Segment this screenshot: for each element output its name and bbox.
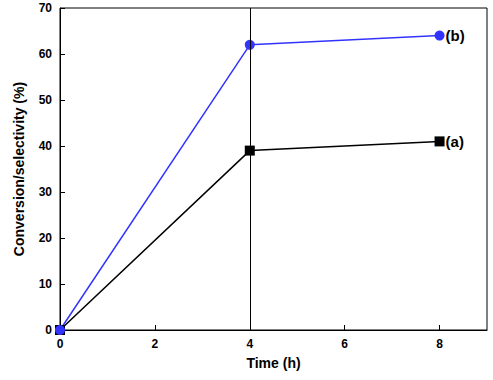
svg-text:Time (h): Time (h) (246, 355, 300, 371)
svg-text:(a): (a) (446, 133, 464, 150)
svg-text:(b): (b) (446, 27, 465, 44)
svg-text:2: 2 (152, 337, 159, 351)
svg-text:10: 10 (39, 277, 53, 291)
svg-text:0: 0 (57, 337, 64, 351)
svg-text:8: 8 (436, 337, 443, 351)
svg-text:40: 40 (39, 139, 53, 153)
svg-text:0: 0 (45, 323, 52, 337)
svg-text:70: 70 (39, 1, 53, 15)
svg-text:50: 50 (39, 93, 53, 107)
svg-text:30: 30 (39, 185, 53, 199)
svg-text:20: 20 (39, 231, 53, 245)
svg-text:4: 4 (246, 337, 253, 351)
svg-text:6: 6 (341, 337, 348, 351)
svg-text:Conversion/selectivity (%): Conversion/selectivity (%) (11, 82, 27, 256)
svg-text:60: 60 (39, 47, 53, 61)
